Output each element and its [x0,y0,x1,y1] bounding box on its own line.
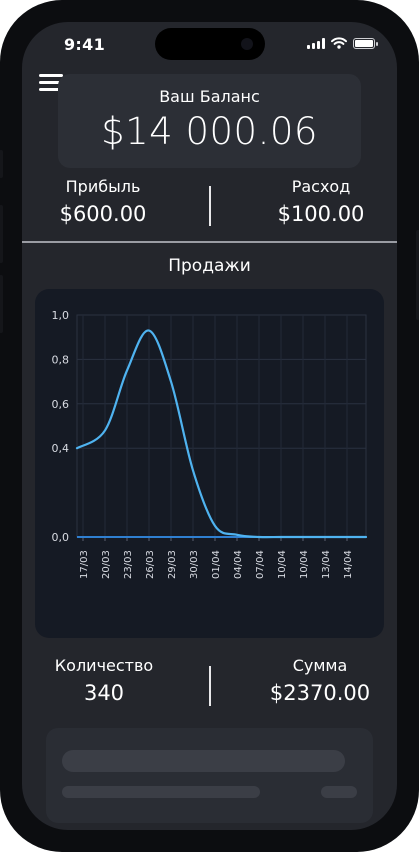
status-time: 9:41 [64,35,105,54]
x-tick-label: 10/04 [299,550,310,579]
status-bar: 9:41 [22,22,397,72]
volume-down-button [0,275,3,333]
power-button [416,230,419,320]
skeleton-chip [321,786,357,798]
sales-chart-svg: 0,0 0,4 0,6 0,8 1,0 17/03 20/03 23/03 26/03 29/03… [52,309,368,579]
menu-button[interactable] [39,74,63,94]
y-tick-label: 0,6 [52,398,70,411]
y-tick-label: 1,0 [52,309,70,322]
expense-stat: Расход $100.00 [256,177,386,226]
balance-card: Ваш Баланс $14 000.06 [58,74,361,168]
loading-card [46,728,373,823]
totals-divider [209,666,211,706]
dynamic-island [155,28,265,60]
y-tick-label: 0,8 [52,353,70,366]
mute-switch [0,150,3,178]
plot-area [76,314,367,538]
x-tick-label: 07/04 [255,550,266,579]
x-tick-label: 26/03 [145,550,156,579]
battery-icon [353,37,378,49]
balance-value: $14 000.06 [101,110,318,153]
x-tick-label: 23/03 [123,550,134,579]
x-tick-label: 13/04 [321,550,332,579]
sales-chart: 0,0 0,4 0,6 0,8 1,0 17/03 20/03 23/03 26/03 29/03… [35,289,384,638]
wifi-icon [331,37,347,49]
sum-stat: Сумма $2370.00 [255,656,385,705]
expense-label: Расход [291,177,351,196]
x-tick-label: 14/04 [343,550,354,579]
sales-series-line [75,329,368,539]
expense-value: $100.00 [277,202,365,226]
x-tick-label: 04/04 [233,550,244,579]
profit-value: $600.00 [59,202,147,226]
screen: 9:41 Ваш Баланс $14 000.06 [22,22,397,830]
hamburger-icon [39,74,63,77]
signal-icon [307,37,325,49]
balance-label: Ваш Баланс [159,87,260,106]
quantity-stat: Количество 340 [39,656,169,705]
skeleton-line [62,786,260,798]
sum-label: Сумма [292,656,348,675]
camera-icon [241,38,253,50]
summary-divider [209,186,211,226]
x-tick-label: 30/03 [189,550,200,579]
x-tick-label: 29/03 [167,550,178,579]
section-divider [22,241,397,243]
sales-title: Продажи [168,256,251,276]
quantity-label: Количество [54,656,154,675]
x-tick-label: 17/03 [79,550,90,579]
y-tick-label: 0,0 [52,531,70,544]
x-tick-label: 10/04 [277,550,288,579]
skeleton-bar [62,750,345,772]
x-tick-label: 20/03 [101,550,112,579]
y-tick-label: 0,4 [52,442,70,455]
profit-label: Прибыль [65,177,141,196]
profit-stat: Прибыль $600.00 [38,177,168,226]
sum-value: $2370.00 [269,681,371,705]
volume-up-button [0,205,3,263]
quantity-value: 340 [83,681,125,705]
status-icons [307,37,378,49]
x-tick-label: 01/04 [211,550,222,579]
